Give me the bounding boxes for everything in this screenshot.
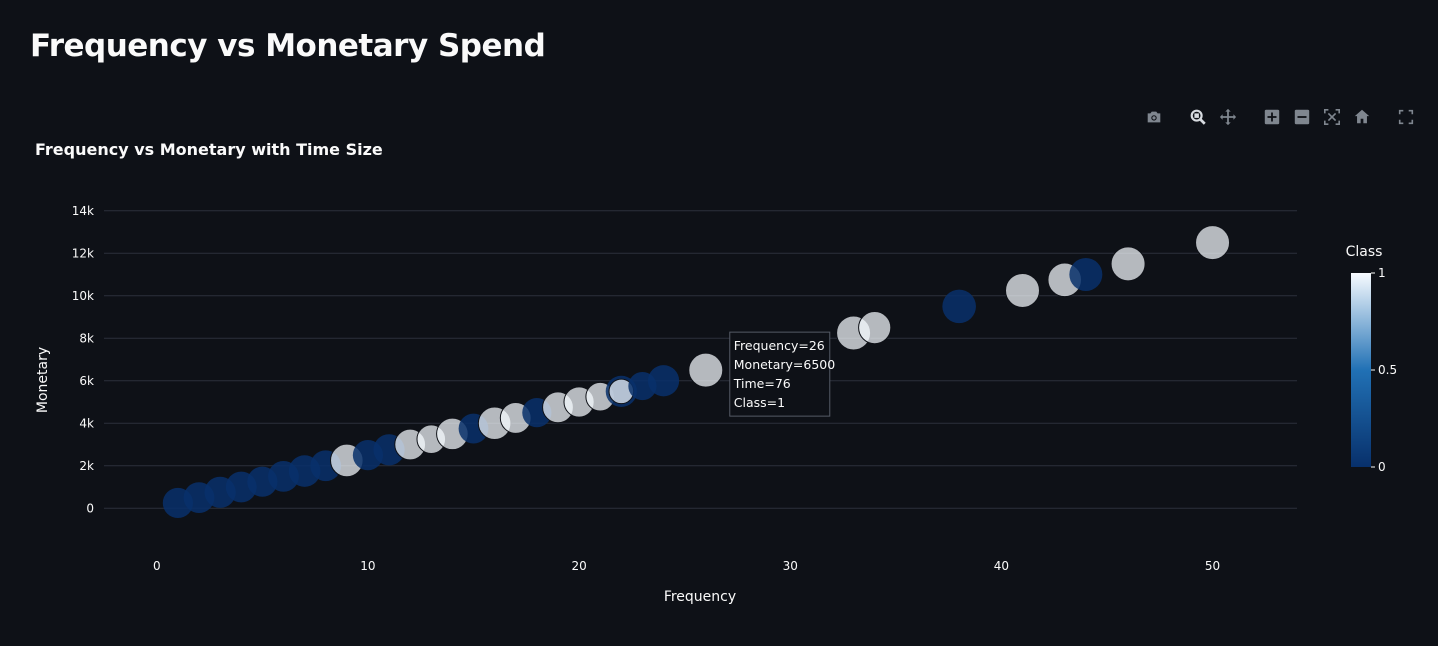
x-tick-label: 30 [783, 559, 798, 573]
scatter-point[interactable] [688, 352, 724, 388]
x-axis-ticks: 0 10 20 30 40 50 [153, 559, 1220, 573]
scatter-point[interactable] [1110, 246, 1146, 282]
colorbar-tick-label: 0.5 [1378, 363, 1397, 377]
y-tick-label: 6k [79, 374, 94, 388]
y-tick-label: 0 [86, 501, 94, 515]
camera-icon[interactable] [1142, 106, 1166, 128]
x-tick-label: 40 [994, 559, 1009, 573]
x-tick-label: 0 [153, 559, 161, 573]
zoom-out-icon[interactable] [1290, 106, 1314, 128]
scatter-point[interactable] [942, 289, 976, 324]
scatter-point[interactable] [858, 311, 892, 345]
scatter-point[interactable] [647, 365, 680, 397]
colorbar-title: Class [1346, 244, 1383, 260]
data-points [162, 225, 1231, 519]
x-tick-label: 10 [360, 559, 375, 573]
zoom-icon[interactable] [1186, 106, 1210, 128]
pan-icon[interactable] [1216, 106, 1240, 128]
y-tick-label: 10k [72, 289, 94, 303]
hover-tooltip: Frequency=26 Monetary=6500 Time=76 Class=1 [729, 331, 835, 417]
y-axis-label: Monetary [35, 347, 51, 413]
x-tick-label: 20 [571, 559, 586, 573]
tooltip-line: Class=1 [734, 395, 785, 410]
y-tick-label: 4k [79, 416, 94, 430]
reset-axes-icon[interactable] [1350, 106, 1374, 128]
autoscale-icon[interactable] [1320, 106, 1344, 128]
scatter-point[interactable] [1069, 258, 1103, 291]
tooltip-line: Monetary=6500 [734, 357, 835, 372]
x-tick-label: 50 [1205, 559, 1220, 573]
tooltip-line: Time=76 [733, 376, 791, 391]
chart-title: Frequency vs Monetary with Time Size [35, 140, 383, 159]
colorbar-tick-label: 1 [1378, 266, 1386, 280]
colorbar-gradient [1351, 273, 1371, 467]
scatter-point[interactable] [1005, 272, 1041, 308]
zoom-in-icon[interactable] [1260, 106, 1284, 128]
y-tick-label: 2k [79, 459, 94, 473]
y-tick-label: 12k [72, 246, 94, 260]
y-axis-ticks: 0 2k 4k 6k 8k 10k 12k 14k [72, 204, 94, 516]
fullscreen-icon[interactable] [1394, 106, 1418, 128]
chart-modebar [1142, 106, 1418, 128]
x-axis-label: Frequency [664, 589, 736, 605]
scatter-point[interactable] [1195, 225, 1231, 261]
page-title: Frequency vs Monetary Spend [30, 28, 546, 64]
y-tick-label: 8k [79, 331, 94, 345]
tooltip-line: Frequency=26 [734, 338, 825, 353]
tooltip-box [729, 331, 831, 417]
colorbar: Class 0 0.5 1 [1346, 244, 1398, 474]
y-tick-label: 14k [72, 204, 94, 218]
colorbar-tick-label: 0 [1378, 460, 1386, 474]
